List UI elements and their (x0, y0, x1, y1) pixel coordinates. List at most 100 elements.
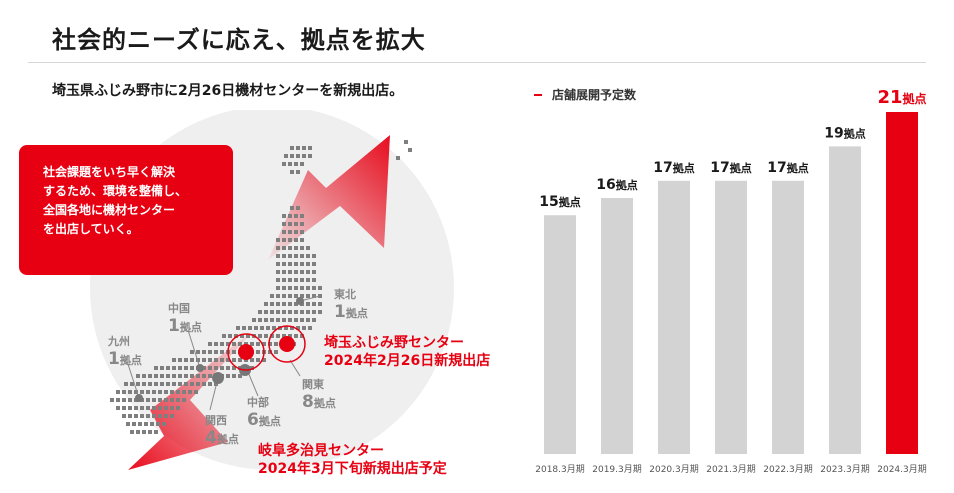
map-dot (190, 366, 194, 370)
map-dot (116, 398, 120, 402)
map-dot (136, 382, 140, 386)
map-dot (166, 374, 170, 378)
map-dot (294, 310, 298, 314)
map-dot (268, 350, 272, 354)
map-dot (208, 382, 212, 386)
map-dot (306, 286, 310, 290)
map-dot (276, 334, 280, 338)
map-dot (152, 406, 156, 410)
map-dot (158, 414, 162, 418)
map-dot (276, 294, 280, 298)
map-dot (184, 374, 188, 378)
region-count: 4 (205, 428, 217, 448)
map-dot (178, 358, 182, 362)
chart-bar (886, 112, 918, 454)
region-count: 1 (108, 349, 120, 369)
map-dot (302, 326, 306, 330)
map-dot (152, 398, 156, 402)
map-dot (300, 230, 304, 234)
map-dot (202, 382, 206, 386)
gifu-center-label: 岐阜多治見センター 2024年3月下旬新規出店予定 (258, 442, 447, 478)
map-dot (130, 430, 134, 434)
map-dot (146, 414, 150, 418)
map-dot (312, 302, 316, 306)
map-dot (300, 318, 304, 322)
map-dot (294, 294, 298, 298)
chart-bar (772, 180, 804, 455)
map-dot (184, 358, 188, 362)
map-dot (302, 154, 306, 158)
map-dot (128, 398, 132, 402)
bar-value-label: 17拠点 (767, 160, 808, 176)
map-dot (164, 406, 168, 410)
map-dot (282, 246, 286, 250)
map-dot (288, 214, 292, 218)
map-dot (166, 382, 170, 386)
map-dot (288, 162, 292, 166)
map-dot (248, 326, 252, 330)
map-dot (276, 310, 280, 314)
map-dot (318, 286, 322, 290)
map-dot (306, 294, 310, 298)
map-dot (130, 382, 134, 386)
map-dot (312, 310, 316, 314)
map-dot (300, 214, 304, 218)
map-dot (296, 206, 300, 210)
map-dot (196, 350, 200, 354)
map-dot (308, 154, 312, 158)
map-dot (282, 310, 286, 314)
map-dot (232, 374, 236, 378)
map-dot (146, 398, 150, 402)
tohoku-marker (296, 297, 304, 305)
category-label: 2020.3月期 (649, 464, 699, 475)
map-dot (300, 246, 304, 250)
chart-title: 店舗展開予定数 (552, 88, 637, 102)
map-dot (226, 342, 230, 346)
map-dot (122, 398, 126, 402)
map-dot (312, 294, 316, 298)
region-name: 中国 (168, 302, 190, 315)
map-dot (300, 238, 304, 242)
map-dot (138, 422, 142, 426)
map-dot (294, 230, 298, 234)
map-dot (306, 262, 310, 266)
map-dot (284, 326, 288, 330)
map-dot (182, 398, 186, 402)
kyushu-marker (135, 394, 143, 402)
map-dot (140, 406, 144, 410)
chart-bar (658, 180, 690, 455)
map-dot (288, 310, 292, 314)
map-dot (288, 222, 292, 226)
category-label: 2019.3月期 (592, 464, 642, 475)
map-dot (262, 342, 266, 346)
map-dot (264, 334, 268, 338)
map-dot (274, 342, 278, 346)
map-dot (296, 326, 300, 330)
bar-value-label: 17拠点 (710, 160, 751, 176)
map-dot (294, 262, 298, 266)
callout-line: 全国各地に機材センター (43, 203, 176, 217)
map-dot (282, 278, 286, 282)
map-dot (294, 286, 298, 290)
region-count: 1 (168, 316, 180, 336)
map-dot (276, 318, 280, 322)
map-dot (152, 390, 156, 394)
chugoku-leader (187, 329, 201, 369)
map-dot (172, 382, 176, 386)
region-chubu: 中部 6拠点 (247, 396, 281, 430)
map-dot (272, 326, 276, 330)
region-unit: 拠点 (179, 321, 202, 334)
region-name: 関東 (302, 378, 324, 391)
map-dot (116, 406, 120, 410)
map-dot (238, 342, 242, 346)
region-name: 九州 (108, 335, 130, 348)
kansai-marker (212, 372, 224, 384)
map-dot (110, 398, 114, 402)
saitama-center-marker (279, 336, 295, 352)
map-dot (214, 366, 218, 370)
map-dot (208, 350, 212, 354)
map-dot (306, 246, 310, 250)
map-dot (290, 326, 294, 330)
map-dot (226, 374, 230, 378)
map-dot (306, 318, 310, 322)
